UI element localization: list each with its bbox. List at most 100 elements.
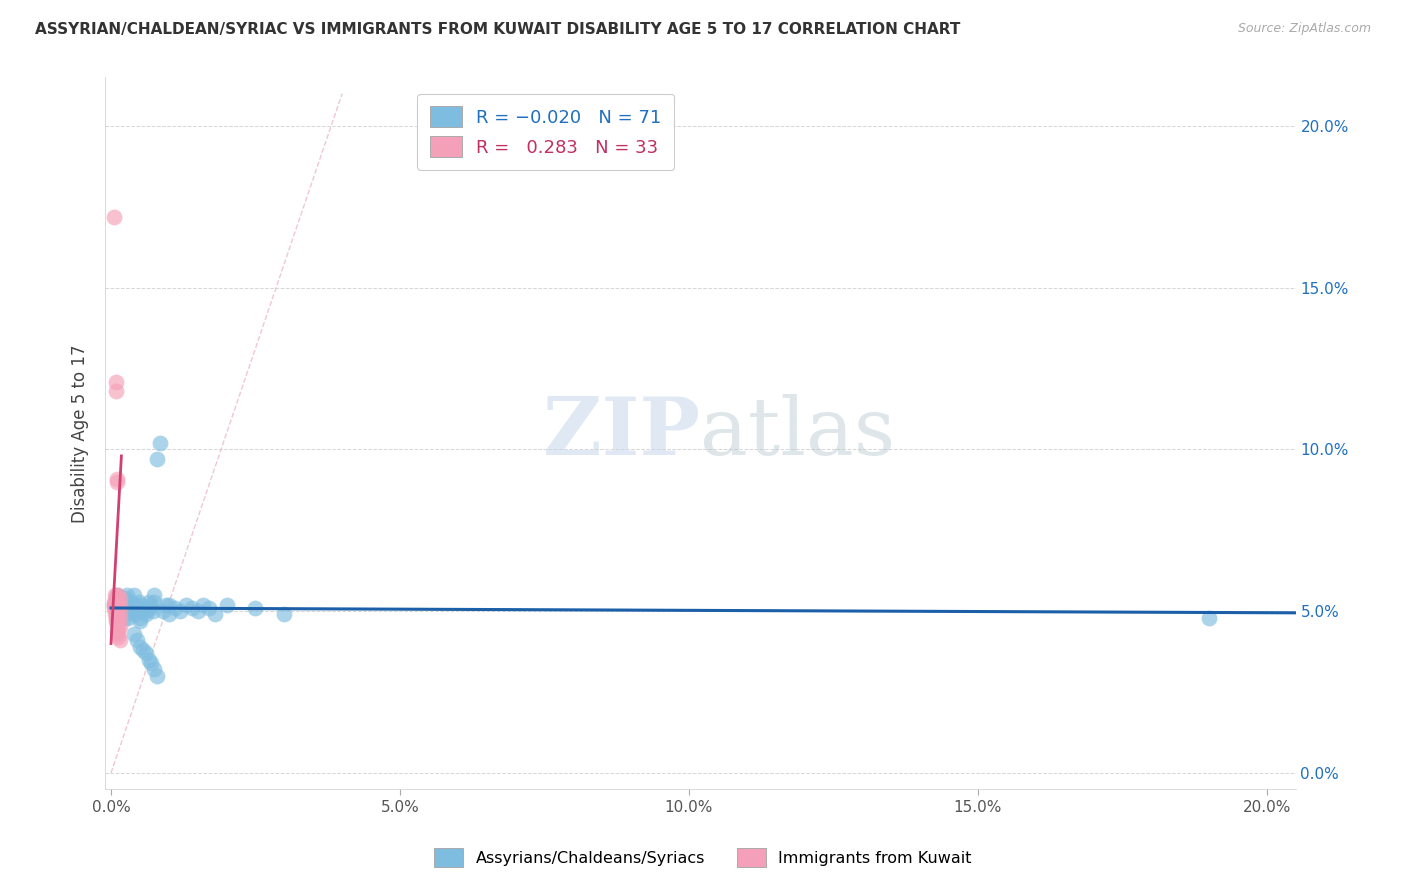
- Point: [104, 588, 127, 602]
- Point: [105, 607, 128, 622]
- Point: [114, 601, 136, 615]
- Point: [215, 598, 238, 612]
- Point: [107, 627, 129, 641]
- Point: [107, 630, 129, 644]
- Point: [107, 610, 129, 624]
- Point: [107, 620, 129, 634]
- Point: [103, 210, 125, 224]
- Point: [128, 610, 150, 624]
- Point: [104, 375, 127, 389]
- Point: [114, 610, 136, 624]
- Point: [1198, 610, 1220, 624]
- Point: [198, 601, 221, 615]
- Point: [105, 604, 128, 618]
- Point: [141, 598, 163, 612]
- Point: [107, 604, 129, 618]
- Point: [104, 607, 127, 622]
- Point: [103, 598, 125, 612]
- Point: [105, 601, 128, 615]
- Point: [132, 643, 155, 657]
- Point: [139, 601, 162, 615]
- Text: ZIP: ZIP: [543, 394, 700, 472]
- Point: [105, 617, 128, 632]
- Point: [105, 475, 128, 489]
- Point: [142, 604, 165, 618]
- Point: [118, 598, 141, 612]
- Point: [129, 598, 152, 612]
- Point: [105, 614, 128, 628]
- Point: [104, 598, 127, 612]
- Point: [157, 607, 180, 622]
- Point: [117, 604, 139, 618]
- Point: [273, 607, 295, 622]
- Point: [132, 601, 155, 615]
- Point: [104, 384, 127, 399]
- Point: [146, 669, 169, 683]
- Point: [115, 588, 138, 602]
- Point: [135, 604, 157, 618]
- Point: [103, 594, 125, 608]
- Point: [112, 598, 135, 612]
- Point: [105, 610, 128, 624]
- Point: [122, 604, 145, 618]
- Point: [128, 614, 150, 628]
- Point: [108, 610, 131, 624]
- Point: [107, 604, 129, 618]
- Point: [104, 591, 127, 606]
- Text: ASSYRIAN/CHALDEAN/SYRIAC VS IMMIGRANTS FROM KUWAIT DISABILITY AGE 5 TO 17 CORREL: ASSYRIAN/CHALDEAN/SYRIAC VS IMMIGRANTS F…: [35, 22, 960, 37]
- Point: [174, 598, 197, 612]
- Point: [155, 598, 177, 612]
- Point: [157, 598, 180, 612]
- Point: [108, 610, 131, 624]
- Text: atlas: atlas: [700, 394, 896, 472]
- Point: [180, 601, 202, 615]
- Point: [111, 604, 134, 618]
- Point: [108, 591, 131, 606]
- Point: [105, 588, 128, 602]
- Point: [143, 663, 166, 677]
- Point: [138, 653, 160, 667]
- Point: [193, 598, 215, 612]
- Point: [141, 656, 163, 670]
- Legend: Assyrians/Chaldeans/Syriacs, Immigrants from Kuwait: Assyrians/Chaldeans/Syriacs, Immigrants …: [427, 842, 979, 873]
- Point: [169, 604, 191, 618]
- Point: [128, 640, 150, 654]
- Point: [120, 594, 142, 608]
- Point: [105, 601, 128, 615]
- Point: [107, 588, 129, 602]
- Y-axis label: Disability Age 5 to 17: Disability Age 5 to 17: [72, 344, 89, 523]
- Point: [104, 591, 127, 606]
- Point: [152, 604, 174, 618]
- Text: Source: ZipAtlas.com: Source: ZipAtlas.com: [1237, 22, 1371, 36]
- Point: [110, 601, 132, 615]
- Point: [117, 610, 139, 624]
- Point: [125, 633, 148, 648]
- Point: [111, 594, 134, 608]
- Point: [125, 601, 148, 615]
- Point: [143, 594, 166, 608]
- Point: [128, 594, 150, 608]
- Point: [122, 627, 145, 641]
- Point: [105, 472, 128, 486]
- Point: [187, 604, 209, 618]
- Point: [103, 601, 125, 615]
- Point: [103, 598, 125, 612]
- Point: [108, 598, 131, 612]
- Point: [107, 594, 129, 608]
- Point: [146, 452, 169, 467]
- Point: [128, 604, 150, 618]
- Point: [122, 588, 145, 602]
- Point: [143, 588, 166, 602]
- Point: [112, 607, 135, 622]
- Point: [108, 604, 131, 618]
- Point: [108, 633, 131, 648]
- Point: [120, 601, 142, 615]
- Point: [138, 594, 160, 608]
- Point: [115, 598, 138, 612]
- Point: [122, 598, 145, 612]
- Point: [245, 601, 267, 615]
- Point: [110, 591, 132, 606]
- Point: [105, 594, 128, 608]
- Point: [104, 610, 127, 624]
- Point: [108, 620, 131, 634]
